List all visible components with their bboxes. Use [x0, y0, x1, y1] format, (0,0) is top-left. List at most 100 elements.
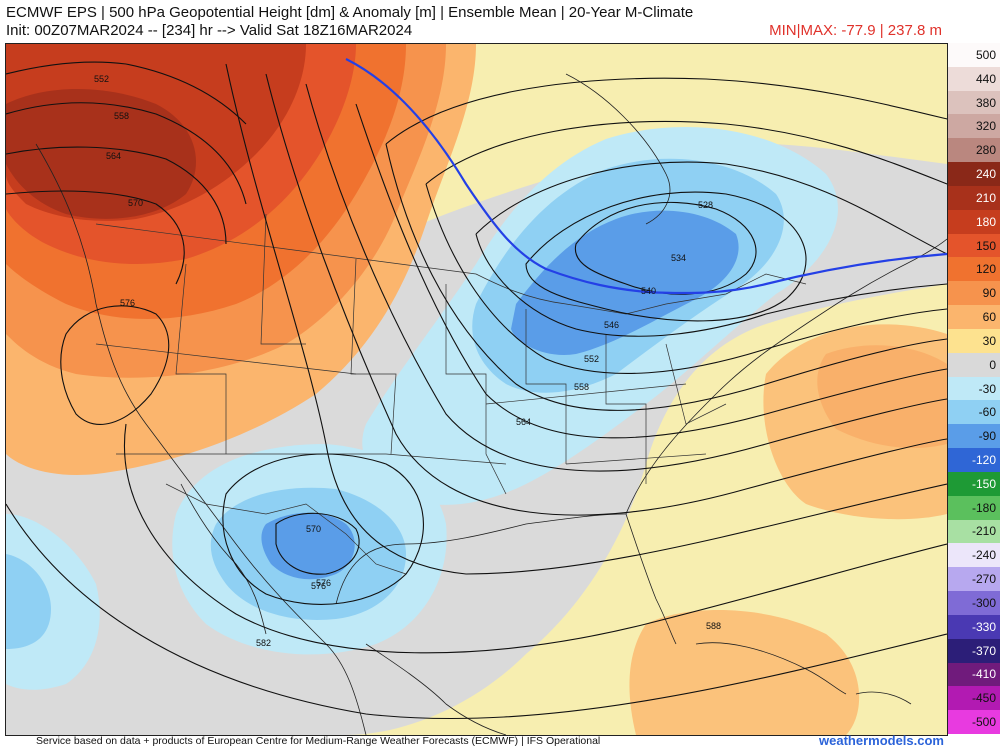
contour-552-ridge: [6, 61, 247, 125]
contour-label: 570: [306, 524, 321, 534]
contour-534: [525, 191, 807, 322]
colorbar-swatch: [948, 400, 1000, 425]
colorbar-label: -240: [971, 548, 996, 563]
contour-label: 534: [671, 253, 686, 263]
colorbar-swatch: [948, 495, 1000, 521]
contour-576-closed: [60, 305, 170, 425]
contour-588-east: [6, 503, 947, 720]
hispaniola: [855, 691, 912, 705]
colorbar-label: 320: [975, 119, 996, 134]
colorbar-swatch: [948, 114, 1000, 139]
colorbar-swatch: [948, 257, 1000, 282]
negative-anomaly-east-90: [511, 210, 739, 355]
colorbar-label: 30: [982, 333, 996, 348]
contour-576-east: [225, 63, 947, 575]
chart-title: ECMWF EPS | 500 hPa Geopotential Height …: [6, 4, 694, 21]
colorbar-swatch: [948, 209, 1000, 235]
contour-582-east: [124, 423, 947, 654]
height-contours: [6, 61, 947, 720]
hudson-bay: [565, 73, 671, 225]
colorbar-swatch: [948, 328, 1000, 354]
colorbar-swatch: [948, 591, 1000, 616]
contour-label: 558: [574, 382, 589, 392]
contour-label: 552: [584, 354, 599, 364]
colorbar-swatch: [948, 305, 1000, 330]
contour-label: 528: [698, 200, 713, 210]
min-max-readout: MIN|MAX: -77.9 | 237.8 m: [769, 22, 942, 39]
colorbar-label: 120: [975, 262, 996, 277]
contour-528: [574, 201, 757, 295]
negative-anomaly-pacific-inner: [6, 554, 51, 649]
colorbar-label: 150: [975, 238, 996, 253]
colorbar-label: -410: [971, 667, 996, 682]
colorbar-label: -180: [971, 500, 996, 515]
anomaly-colorbar: 500 440 380 320 280 240 210 180 150 120 90 60 30 0 -30…: [948, 43, 1000, 735]
colorbar-swatch: [948, 471, 1000, 497]
contour-570-east: [265, 73, 947, 516]
positive-anomaly-caribbean: [629, 610, 860, 735]
contour-label: 576: [316, 578, 331, 588]
contour-label: 570: [128, 198, 143, 208]
central-america: [365, 643, 507, 735]
contour-label: 588: [706, 621, 721, 631]
colorbar-label: -270: [971, 572, 996, 587]
baja-california: [180, 483, 267, 635]
colorbar-swatch: [948, 686, 1000, 711]
colorbar-label: -60: [978, 405, 996, 420]
colorbar-label: -500: [971, 715, 996, 730]
contour-540: [475, 161, 947, 255]
data-credit: Service based on data + products of Euro…: [36, 735, 601, 747]
contour-552: [385, 77, 947, 145]
colorbar-label: 240: [975, 167, 996, 182]
colorbar-swatch: [948, 376, 1000, 401]
contour-labels: 552 558 564 570 576 576 582 588 528 534 …: [94, 74, 721, 648]
contour-label: 576: [120, 298, 135, 308]
colorbar-label: 500: [975, 47, 996, 62]
contour-564-east: [305, 83, 947, 472]
colorbar-swatch: [948, 43, 1000, 68]
negative-anomaly-pacific: [6, 514, 100, 690]
brand-link[interactable]: weathermodels.com: [819, 733, 944, 748]
contour-label: 546: [604, 320, 619, 330]
contour-558: [355, 103, 947, 439]
gulf-coast: [335, 513, 627, 605]
positive-anomaly-west-180: [6, 89, 196, 219]
negative-anomaly-mexico-90: [261, 512, 355, 580]
colorbar-swatch: [948, 567, 1000, 592]
colorbar-label: 440: [975, 71, 996, 86]
forecast-map: 552 558 564 570 576 576 582 588 528 534 …: [5, 43, 948, 736]
colorbar-swatch: [948, 162, 1000, 187]
colorbar-label: -450: [971, 691, 996, 706]
colorbar-swatch: [948, 662, 1000, 687]
contour-576-mexico: [222, 453, 424, 605]
colorbar-swatch: [948, 281, 1000, 306]
colorbar-label: 210: [975, 190, 996, 205]
colorbar-swatch: [948, 233, 1000, 258]
colorbar-swatch: [948, 185, 1000, 211]
colorbar-swatch: [948, 90, 1000, 115]
colorbar-swatch: [948, 638, 1000, 663]
colorbar-label: 90: [982, 286, 996, 301]
anomaly-map-svg: 552 558 564 570 576 576 582 588 528 534 …: [6, 44, 947, 735]
us-canada-border: [95, 223, 807, 315]
colorbar-label: -330: [971, 619, 996, 634]
colorbar-label: 180: [975, 214, 996, 229]
colorbar-swatch: [948, 448, 1000, 473]
positive-anomaly-atlantic-inner: [817, 345, 947, 449]
contour-570-mexico: [275, 512, 360, 575]
colorbar-label: 60: [982, 310, 996, 325]
contour-564-ridge: [6, 146, 227, 245]
colorbar-swatch: [948, 543, 1000, 568]
colorbar-swatch: [948, 519, 1000, 544]
colorbar-label: -370: [971, 643, 996, 658]
colorbar-label: 380: [975, 95, 996, 110]
colorbar-swatch: [948, 138, 1000, 163]
colorbar-swatch: [948, 614, 1000, 640]
contour-label: 564: [516, 417, 531, 427]
contour-label: 558: [114, 111, 129, 121]
colorbar-swatch: [948, 424, 1000, 449]
colorbar-label: -120: [971, 452, 996, 467]
contour-label: 540: [641, 286, 656, 296]
contour-label: 582: [256, 638, 271, 648]
colorbar-swatch: [948, 352, 1000, 378]
